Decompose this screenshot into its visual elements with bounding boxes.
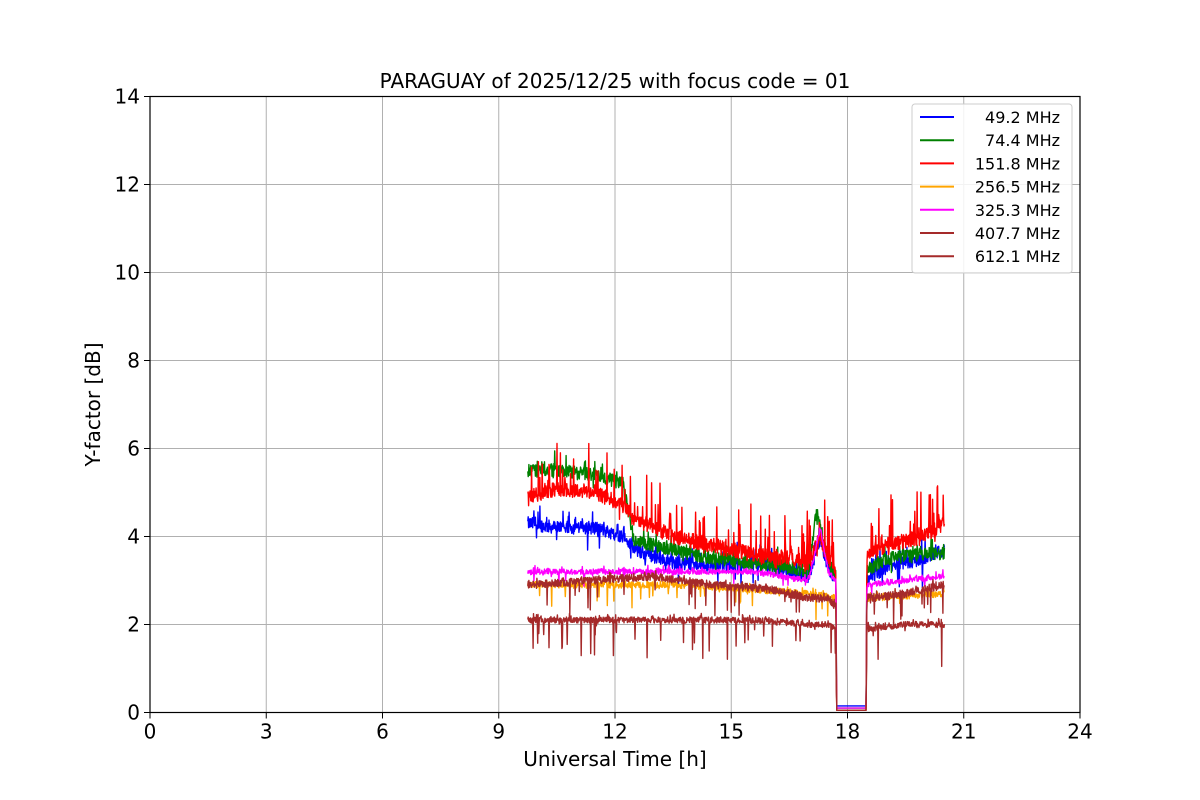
x-tick-label: 18 xyxy=(835,720,860,744)
legend-label-6: 612.1 MHz xyxy=(975,247,1060,266)
x-tick-label: 12 xyxy=(602,720,627,744)
y-tick-label: 0 xyxy=(127,701,140,725)
y-tick-label: 10 xyxy=(115,261,140,285)
x-tick-label: 3 xyxy=(260,720,273,744)
series-line-2 xyxy=(527,442,946,711)
legend-label-0: 49.2 MHz xyxy=(985,108,1060,127)
legend-label-5: 407.7 MHz xyxy=(975,224,1060,243)
x-tick-label: 24 xyxy=(1067,720,1092,744)
x-tick-label: 6 xyxy=(376,720,389,744)
series-line-4 xyxy=(527,527,945,709)
x-tick-label: 21 xyxy=(951,720,976,744)
chart-title: PARAGUAY of 2025/12/25 with focus code =… xyxy=(380,69,851,93)
x-tick-label: 9 xyxy=(492,720,505,744)
legend-label-2: 151.8 MHz xyxy=(975,154,1060,173)
legend-label-3: 256.5 MHz xyxy=(975,178,1060,197)
x-tick-label: 15 xyxy=(719,720,744,744)
y-tick-label: 2 xyxy=(127,613,140,637)
y-tick-label: 12 xyxy=(115,173,140,197)
series-line-5 xyxy=(527,569,945,711)
y-tick-label: 6 xyxy=(127,437,140,461)
series-line-6 xyxy=(527,612,946,711)
y-tick-label: 4 xyxy=(127,525,140,549)
legend: 49.2 MHz 74.4 MHz 151.8 MHz 256.5 MHz 325.3… xyxy=(911,103,1073,274)
legend-label-4: 325.3 MHz xyxy=(975,201,1060,220)
y-tick-label: 14 xyxy=(115,85,140,109)
x-axis-label: Universal Time [h] xyxy=(523,747,706,771)
series-group xyxy=(527,442,946,711)
x-tick-label: 0 xyxy=(144,720,157,744)
legend-label-1: 74.4 MHz xyxy=(985,131,1060,150)
y-axis-label: Y-factor [dB] xyxy=(81,342,105,467)
y-tick-label: 8 xyxy=(127,349,140,373)
legend-box xyxy=(911,103,1073,274)
